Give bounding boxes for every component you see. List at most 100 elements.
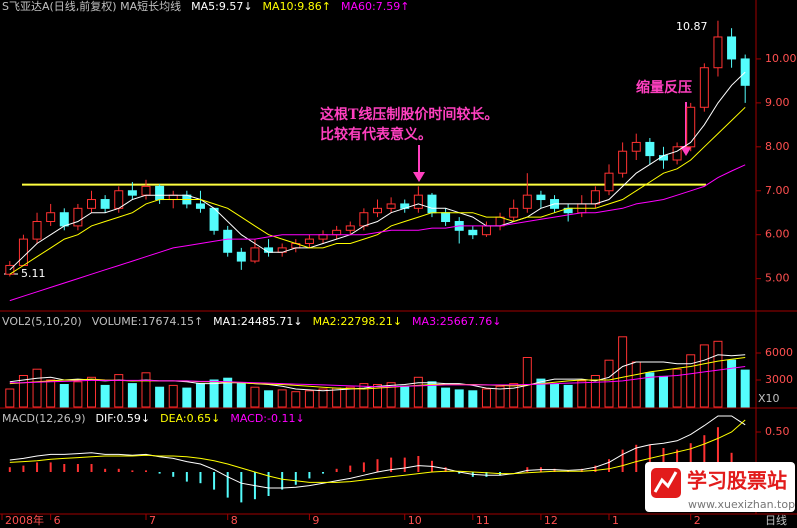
candle-body [141, 185, 151, 196]
candle-body [46, 212, 56, 223]
volume-bar [250, 386, 260, 408]
x-tick-label: 1 [612, 514, 619, 527]
x-tick-label: 8 [231, 514, 238, 527]
note: 这根T线压制股价时间较长。 [320, 106, 498, 123]
candle-body [604, 172, 614, 192]
volume-bar [441, 387, 451, 408]
candle-body [631, 141, 641, 152]
candle-body [345, 225, 355, 231]
arrow-head [413, 172, 425, 182]
volume-bar [127, 383, 137, 408]
volume-bar [522, 357, 532, 408]
candle-body [318, 234, 328, 240]
x-tick-label: 2008年 [5, 513, 44, 527]
volume-bar [264, 390, 274, 408]
volume-bar [141, 372, 151, 408]
candle-body [468, 229, 478, 236]
volume-bar [413, 376, 423, 408]
volume-bar [604, 359, 614, 408]
candle-body [536, 194, 546, 201]
volume-bar [359, 383, 369, 408]
candle-body [5, 264, 15, 275]
watermark-title: 学习股票站 [687, 469, 787, 493]
y-tick-label: 5.00 [765, 272, 790, 285]
candle-body [672, 146, 682, 161]
legend-entry: MA1:24485.71↓ [213, 315, 302, 328]
volume-bar [345, 386, 355, 408]
candle-body [304, 238, 314, 244]
volume-bar [59, 384, 69, 408]
legend-entry: MA2:22798.21↓ [313, 315, 402, 328]
annotations: 这根T线压制股价时间较长。 比较有代表意义。 缩量反压 10.87 5.11 [4, 20, 708, 280]
y-tick-label: 7.00 [765, 184, 790, 197]
volume-bar [699, 344, 709, 408]
candle-body [481, 225, 491, 236]
candle-body [155, 185, 165, 201]
candle-body [427, 194, 437, 214]
low-label: 5.11 [21, 267, 46, 280]
candle-body [413, 194, 423, 209]
volume-bar [618, 336, 628, 408]
line-series [9, 419, 746, 483]
volume-bar [386, 382, 396, 408]
candle-body [727, 36, 737, 60]
watermark-icon [653, 471, 678, 493]
line-series [9, 106, 746, 275]
candle-body [168, 194, 178, 201]
legend-entry: DIF:0.59↓ [96, 412, 151, 425]
x-tick-label: 7 [149, 514, 156, 527]
scale-label: X10 [758, 392, 780, 405]
candle-body [386, 203, 396, 209]
candle-body [127, 190, 137, 196]
legend-entry: MA5:9.57↓ [191, 0, 252, 13]
volume-bar [631, 361, 641, 408]
y-tick-label: 9.00 [765, 96, 790, 109]
x-tick-label: 9 [312, 514, 319, 527]
volume-bar [590, 375, 600, 408]
volume-bar [223, 377, 233, 408]
volume-bar [645, 372, 655, 408]
candle-body [713, 36, 723, 69]
candle-body [195, 203, 205, 209]
candle-body [59, 212, 69, 227]
note: 比较有代表意义。 [320, 126, 432, 143]
volume-bar [727, 359, 737, 408]
watermark: 学习股票站 www.xuexizhan.top [645, 462, 795, 512]
x-tick-label: 6 [54, 514, 61, 527]
legend-entry: DEA:0.65↓ [160, 412, 220, 425]
y-tick-label: 6.00 [765, 228, 790, 241]
volume-bar [427, 381, 437, 408]
volume-bar [100, 384, 110, 408]
volume-bar [114, 374, 124, 408]
candle-body [522, 194, 532, 209]
candle-body [250, 247, 260, 262]
watermark-box [645, 462, 795, 512]
candle-body [686, 106, 696, 148]
frame [0, 0, 797, 515]
volume-bar [277, 389, 287, 408]
y-tick-label: 8.00 [765, 140, 790, 153]
volume-bar [195, 383, 205, 408]
candle-body [87, 199, 97, 209]
volume-bar [454, 389, 464, 408]
candle-body [100, 199, 110, 209]
volume-bar [236, 383, 246, 408]
legend-entry: VOL2(5,10,20) [2, 315, 82, 328]
volume-bar [373, 384, 382, 408]
y-tick-label: 10.00 [765, 52, 797, 65]
volume-bar [481, 388, 491, 408]
candle-body [236, 251, 246, 262]
line-series [9, 415, 746, 489]
candle-body [359, 212, 369, 227]
candle-body [645, 141, 655, 157]
volume-bar [155, 386, 165, 408]
volume-bar [46, 379, 56, 408]
volume-bar [32, 368, 42, 408]
volume-bar [536, 378, 546, 408]
arrow-head [680, 146, 692, 156]
candle-body [223, 229, 233, 253]
candle-body [509, 207, 519, 218]
